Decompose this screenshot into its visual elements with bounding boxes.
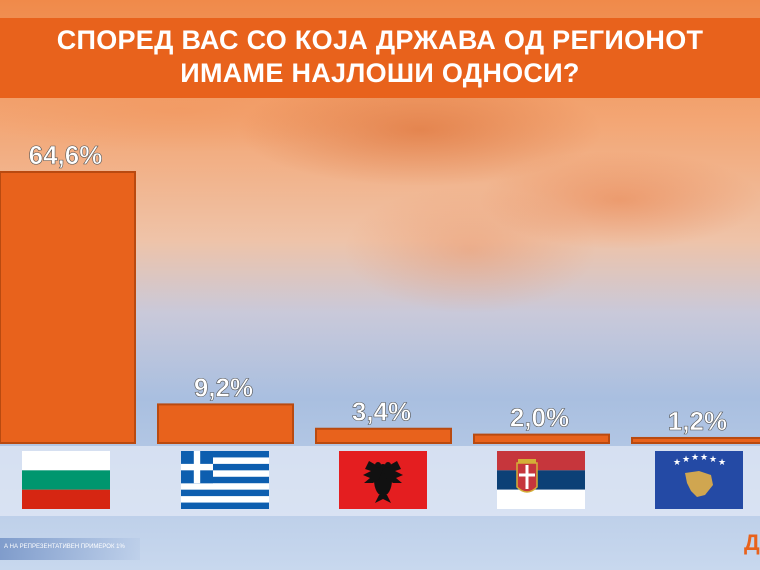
svg-text:★: ★ bbox=[709, 455, 717, 465]
svg-text:★: ★ bbox=[700, 453, 708, 463]
value-label-serbia: 2,0% bbox=[510, 403, 569, 433]
footer-note: А НА РЕПРЕЗЕНТАТИВЕН ПРИМЕРОК 1% bbox=[4, 544, 125, 550]
title-bar bbox=[0, 18, 760, 98]
bar-serbia bbox=[473, 433, 610, 444]
value-label-kosovo: 1,2% bbox=[668, 406, 727, 436]
chart-title: СПОРЕД ВАС СО КОЈА ДРЖАВА ОД РЕГИОНОТ ИМ… bbox=[0, 24, 760, 90]
serbia-flag bbox=[497, 451, 585, 509]
svg-text:★: ★ bbox=[691, 453, 699, 463]
bulgaria-flag bbox=[22, 451, 110, 509]
bar-albania bbox=[315, 427, 452, 445]
bar-bulgaria bbox=[0, 171, 136, 444]
svg-text:★: ★ bbox=[682, 455, 690, 465]
greece-flag bbox=[181, 451, 269, 509]
value-label-greece: 9,2% bbox=[194, 372, 253, 402]
albania-flag bbox=[339, 451, 427, 509]
svg-text:★: ★ bbox=[718, 458, 726, 468]
value-label-bulgaria: 64,6% bbox=[29, 140, 103, 170]
bar-kosovo bbox=[631, 436, 760, 444]
title-line-2: ИМАМЕ НАЈЛОШИ ОДНОСИ? bbox=[180, 58, 580, 88]
channel-logo: Д bbox=[744, 530, 760, 555]
title-line-1: СПОРЕД ВАС СО КОЈА ДРЖАВА ОД РЕГИОНОТ bbox=[56, 25, 704, 55]
svg-text:★: ★ bbox=[673, 458, 681, 468]
kosovo-flag: ★ ★ ★ ★ ★ ★ bbox=[655, 451, 743, 509]
footer-box bbox=[0, 538, 140, 560]
value-label-albania: 3,4% bbox=[352, 397, 411, 427]
bar-greece bbox=[157, 403, 294, 445]
